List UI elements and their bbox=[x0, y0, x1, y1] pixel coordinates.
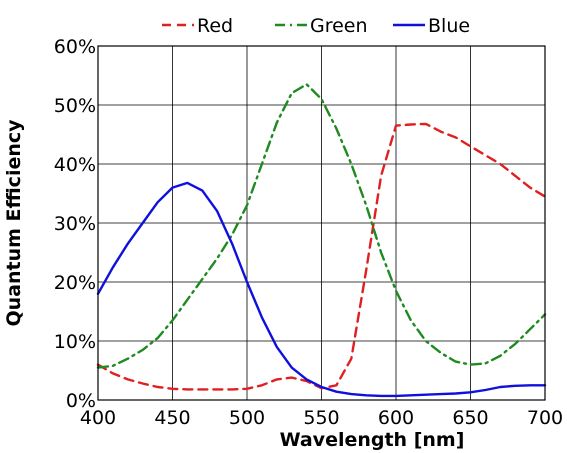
legend-label-red: Red bbox=[197, 15, 233, 37]
y-tick-label: 60% bbox=[54, 36, 96, 58]
series-lines bbox=[96, 83, 547, 398]
grid bbox=[97, 45, 546, 401]
x-tick-label: 600 bbox=[378, 407, 414, 429]
legend-label-green: Green bbox=[310, 15, 368, 37]
y-tick-label: 20% bbox=[54, 272, 96, 294]
x-axis-ticks: 400 450 500 550 600 650 700 bbox=[80, 407, 563, 429]
y-tick-label: 0% bbox=[66, 390, 96, 412]
x-tick-label: 650 bbox=[452, 407, 488, 429]
y-axis-ticks: 0% 10% 20% 30% 40% 50% 60% bbox=[54, 36, 96, 412]
x-axis-title: Wavelength [nm] bbox=[280, 429, 465, 451]
x-tick-label: 700 bbox=[527, 407, 563, 429]
y-axis-title: Quantum Efficiency bbox=[3, 119, 25, 327]
y-tick-label: 50% bbox=[54, 95, 96, 117]
plot-frame bbox=[97, 45, 546, 401]
legend: Red Green Blue bbox=[162, 15, 470, 37]
y-tick-label: 30% bbox=[54, 213, 96, 235]
x-tick-label: 550 bbox=[303, 407, 339, 429]
y-tick-label: 10% bbox=[54, 331, 96, 353]
y-tick-label: 40% bbox=[54, 154, 96, 176]
x-tick-label: 450 bbox=[154, 407, 190, 429]
x-tick-label: 500 bbox=[229, 407, 265, 429]
x-tick-label: 400 bbox=[80, 407, 116, 429]
legend-label-blue: Blue bbox=[428, 15, 470, 37]
series-line-green bbox=[96, 83, 547, 369]
series-line-blue bbox=[96, 181, 547, 398]
